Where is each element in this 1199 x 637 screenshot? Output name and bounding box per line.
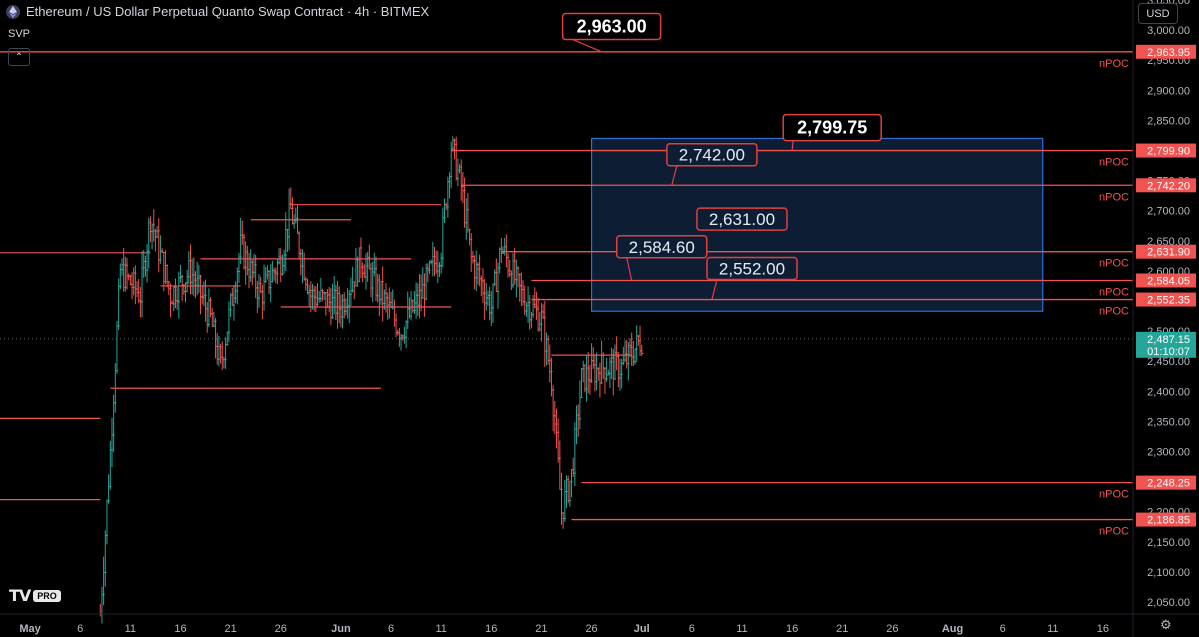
callout-pointer bbox=[572, 38, 602, 53]
price-callout-box bbox=[696, 207, 788, 231]
x-tick-label: 16 bbox=[786, 623, 798, 635]
logo-mark: TV bbox=[9, 586, 31, 605]
y-tick-label: 2,400.00 bbox=[1147, 386, 1190, 398]
level-price-tag-label: 2,584.05 bbox=[1147, 275, 1190, 287]
level-price-tag-label: 2,799.90 bbox=[1147, 146, 1190, 158]
level-price-tag bbox=[1136, 475, 1196, 490]
x-tick-label: 26 bbox=[275, 623, 287, 635]
x-tick-label: 16 bbox=[1097, 623, 1109, 635]
callout-pointer bbox=[671, 165, 678, 186]
gear-icon[interactable]: ⚙ bbox=[1160, 617, 1172, 632]
x-tick-label: 26 bbox=[585, 623, 597, 635]
x-tick-label: 6 bbox=[1000, 623, 1006, 635]
pro-badge: PRO bbox=[33, 589, 61, 602]
y-tick-label: 2,100.00 bbox=[1147, 567, 1190, 579]
y-tick-label: 2,300.00 bbox=[1147, 446, 1190, 458]
level-price-tag bbox=[1136, 143, 1196, 158]
price-callout-label: 2,963.00 bbox=[577, 16, 647, 36]
bar-countdown-label: 01:10:07 bbox=[1147, 346, 1190, 358]
npoc-tag: nPOC bbox=[1099, 286, 1129, 298]
level-price-tag-label: 2,631.90 bbox=[1147, 247, 1190, 259]
price-callout-box bbox=[782, 113, 882, 142]
y-tick-label: 2,150.00 bbox=[1147, 537, 1190, 549]
npoc-tag: nPOC bbox=[1099, 489, 1129, 501]
x-tick-label: 21 bbox=[224, 623, 236, 635]
chart-header: Ethereum / US Dollar Perpetual Quanto Sw… bbox=[6, 4, 429, 19]
price-callout-box bbox=[561, 12, 662, 41]
level-price-tag-label: 2,552.35 bbox=[1147, 295, 1190, 307]
x-tick-label: 21 bbox=[535, 623, 547, 635]
x-tick-label: Aug bbox=[942, 623, 963, 635]
price-callout-label: 2,584.60 bbox=[629, 238, 695, 257]
chart-title: Ethereum / US Dollar Perpetual Quanto Sw… bbox=[26, 4, 430, 19]
x-tick-label: 16 bbox=[174, 623, 186, 635]
current-price-tag bbox=[1136, 331, 1196, 358]
y-tick-label: 2,050.00 bbox=[1147, 597, 1190, 609]
x-tick-label: 26 bbox=[886, 623, 898, 635]
x-tick-label: 6 bbox=[77, 623, 83, 635]
npoc-tag: nPOC bbox=[1099, 306, 1129, 318]
level-price-tag-label: 2,742.20 bbox=[1147, 180, 1190, 192]
x-tick-label: 11 bbox=[435, 623, 446, 635]
price-callout-box bbox=[706, 256, 798, 281]
x-tick-label: Jul bbox=[634, 623, 650, 635]
level-price-tag bbox=[1136, 244, 1196, 259]
tradingview-logo[interactable]: TV PRO bbox=[9, 586, 61, 605]
y-tick-label: 2,850.00 bbox=[1147, 115, 1190, 127]
x-tick-label: 11 bbox=[1047, 623, 1058, 635]
price-axis-background bbox=[1133, 0, 1199, 637]
x-tick-label: Jun bbox=[331, 623, 351, 635]
y-tick-label: 2,700.00 bbox=[1147, 206, 1190, 218]
price-callout-label: 2,552.00 bbox=[719, 259, 785, 278]
ethereum-icon bbox=[6, 4, 20, 19]
x-tick-label: 6 bbox=[388, 623, 394, 635]
level-price-tag-label: 2,963.95 bbox=[1147, 47, 1190, 59]
npoc-tag: nPOC bbox=[1099, 258, 1129, 270]
callout-pointer bbox=[626, 257, 633, 281]
npoc-tag: nPOC bbox=[1099, 526, 1129, 538]
level-price-tag-label: 2,186.85 bbox=[1147, 515, 1190, 527]
collapse-indicators-button[interactable]: ⌃ bbox=[8, 48, 30, 66]
price-callout-box bbox=[616, 235, 708, 259]
price-callout-label: 2,799.75 bbox=[797, 118, 867, 138]
level-price-tag bbox=[1136, 273, 1196, 288]
level-price-tag bbox=[1136, 178, 1196, 193]
x-tick-label: 11 bbox=[125, 623, 136, 635]
price-callout-label: 2,742.00 bbox=[679, 146, 745, 165]
y-tick-label: 2,350.00 bbox=[1147, 416, 1190, 428]
x-tick-label: May bbox=[19, 623, 41, 635]
npoc-tag: nPOC bbox=[1099, 191, 1129, 203]
x-tick-label: 21 bbox=[836, 623, 848, 635]
liquidity-zone bbox=[590, 137, 1044, 312]
level-price-tag bbox=[1136, 292, 1196, 307]
x-tick-label: 6 bbox=[689, 623, 695, 635]
npoc-tag: nPOC bbox=[1099, 58, 1129, 70]
callout-pointer bbox=[711, 279, 718, 300]
callout-pointer bbox=[791, 140, 794, 151]
price-callout-label: 2,631.00 bbox=[709, 210, 775, 229]
level-price-tag bbox=[1136, 44, 1196, 59]
x-tick-label: 16 bbox=[485, 623, 497, 635]
y-tick-label: 3,000.00 bbox=[1147, 25, 1190, 37]
npoc-tag: nPOC bbox=[1099, 157, 1129, 169]
currency-button[interactable]: USD bbox=[1138, 3, 1178, 24]
y-tick-label: 2,900.00 bbox=[1147, 85, 1190, 97]
price-callout-box bbox=[666, 142, 758, 167]
level-price-tag bbox=[1136, 512, 1196, 527]
current-price-label: 2,487.15 bbox=[1147, 334, 1190, 346]
y-tick-label: 2,450.00 bbox=[1147, 356, 1190, 368]
svp-indicator-label[interactable]: SVP bbox=[8, 28, 31, 40]
level-price-tag-label: 2,248.25 bbox=[1147, 478, 1190, 490]
x-tick-label: 11 bbox=[736, 623, 747, 635]
